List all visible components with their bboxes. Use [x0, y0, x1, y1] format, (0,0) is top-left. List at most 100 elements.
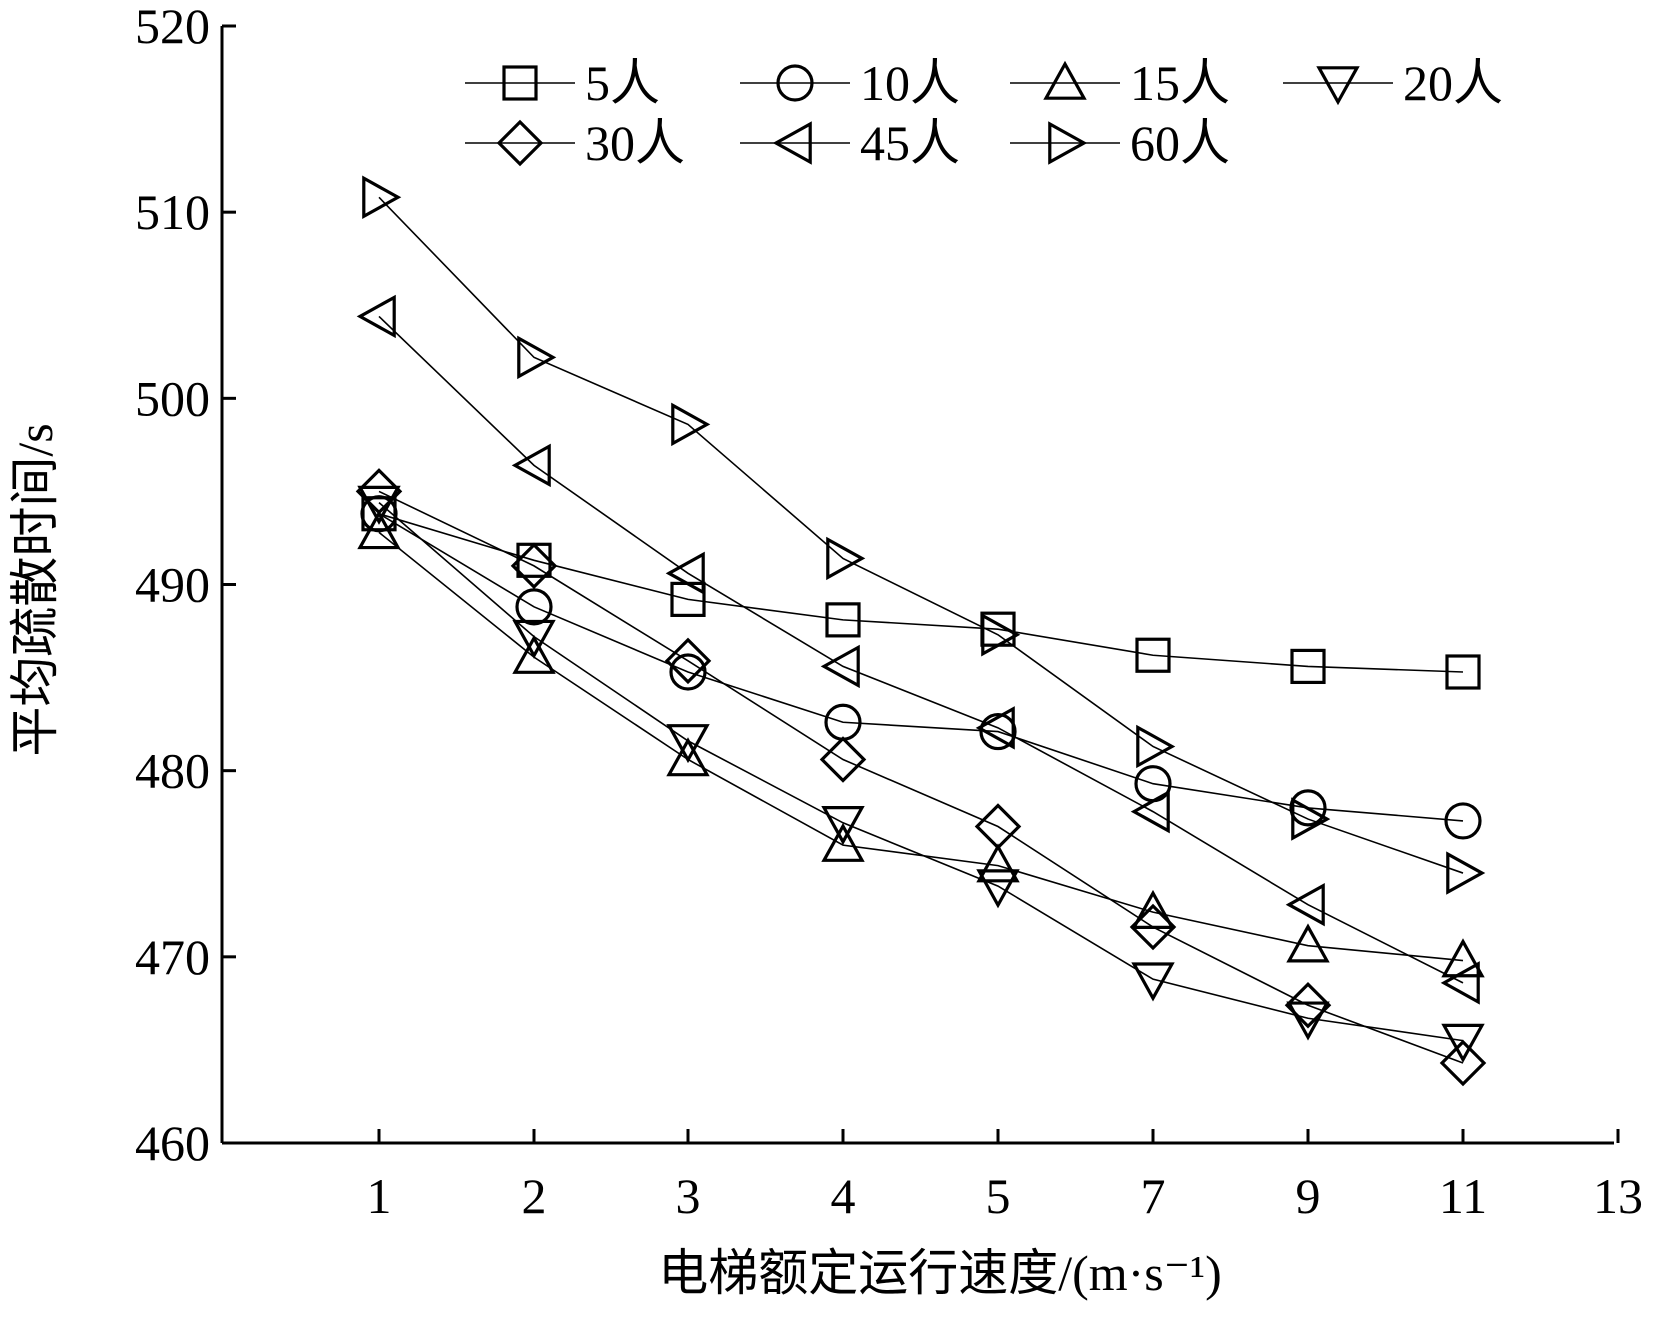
legend-marker: [1043, 60, 1087, 100]
data-point: [1136, 724, 1176, 769]
data-point: [512, 634, 556, 674]
legend-label: 45人: [860, 115, 960, 171]
data-point: [517, 335, 557, 380]
series-line: [378, 501, 1464, 1042]
x-tick-label: 7: [1141, 1168, 1166, 1224]
data-point: [819, 736, 867, 783]
y-tick-label: 460: [135, 1115, 210, 1171]
data-point: [1291, 797, 1331, 841]
data-point: [1290, 648, 1326, 685]
y-tick-label: 470: [135, 929, 210, 985]
data-point: [1441, 938, 1485, 978]
data-point: [355, 468, 403, 515]
legend-label: 5人: [585, 55, 660, 111]
data-point: [1129, 903, 1177, 951]
data-point: [1446, 851, 1486, 895]
data-point: [976, 869, 1020, 909]
x-tick-label: 11: [1439, 1168, 1487, 1224]
legend-item: 10人: [740, 55, 960, 111]
legend-label: 60人: [1130, 115, 1230, 171]
data-point: [981, 613, 1021, 657]
data-point: [820, 644, 860, 689]
series-3: [357, 510, 1485, 978]
legend-item: 15人: [1010, 55, 1230, 111]
data-point: [1285, 882, 1325, 927]
series-line: [378, 490, 1464, 1064]
legend-marker: [496, 119, 544, 167]
data-point: [360, 495, 398, 533]
legend-marker: [776, 64, 814, 102]
data-point: [512, 619, 556, 659]
data-point: [1445, 654, 1481, 690]
x-tick-label: 4: [831, 1168, 856, 1224]
data-point: [1441, 1023, 1485, 1063]
data-point: [821, 822, 865, 862]
legend-item: 60人: [1010, 115, 1230, 171]
data-point: [1286, 923, 1330, 963]
series-line: [378, 196, 1464, 874]
data-point: [671, 402, 711, 447]
legend-marker: [772, 121, 812, 165]
data-point: [821, 805, 865, 846]
data-point: [826, 536, 866, 581]
x-tick-label: 13: [1593, 1168, 1643, 1224]
legend: 5人 10人 15人 20人 30人 45人 60人: [465, 55, 1503, 171]
data-point: [515, 588, 553, 626]
data-point: [1444, 802, 1482, 840]
legend-marker: [1316, 66, 1360, 106]
series-line: [378, 531, 1464, 962]
data-point: [356, 294, 396, 339]
series-6: [356, 294, 1480, 1005]
x-tick-label: 3: [676, 1168, 701, 1224]
data-point: [1131, 889, 1175, 929]
x-tick-label: 2: [522, 1168, 547, 1224]
series-line: [378, 315, 1464, 984]
data-point: [1135, 637, 1171, 673]
data-point: [357, 510, 401, 550]
y-tick-label: 490: [135, 557, 210, 613]
series-5: [355, 468, 1487, 1087]
data-point: [511, 443, 551, 488]
data-point: [976, 843, 1020, 883]
data-point: [664, 637, 712, 685]
data-point: [974, 803, 1022, 850]
series-line: [378, 513, 1464, 822]
data-point: [510, 542, 558, 590]
series-group: [355, 175, 1487, 1087]
series-7: [362, 175, 1486, 895]
data-point: [825, 602, 861, 638]
x-tick-label: 5: [986, 1168, 1011, 1224]
legend-item: 45人: [740, 115, 960, 171]
x-tick-label: 1: [367, 1168, 392, 1224]
series-4: [357, 485, 1485, 1063]
legend-marker: [502, 65, 538, 101]
data-point: [665, 551, 705, 596]
data-point: [1289, 789, 1327, 827]
data-point: [975, 706, 1015, 750]
x-tick-label: 9: [1296, 1168, 1321, 1224]
legend-label: 30人: [585, 115, 685, 171]
data-point: [1284, 981, 1332, 1029]
y-tick-label: 520: [135, 0, 210, 54]
y-tick-label: 510: [135, 184, 210, 240]
legend-item: 5人: [465, 55, 660, 111]
data-point: [1131, 962, 1175, 1002]
data-point: [1130, 789, 1170, 834]
series-line: [378, 512, 1464, 673]
data-point: [666, 724, 710, 764]
data-point: [1440, 961, 1480, 1005]
data-point: [1439, 1039, 1487, 1087]
y-tick-label: 480: [135, 743, 210, 799]
series-2: [360, 495, 1482, 840]
y-axis-title: 平均疏散时间/s: [7, 423, 63, 756]
legend-label: 20人: [1403, 55, 1503, 111]
legend-marker: [1048, 121, 1088, 165]
data-point: [1286, 1001, 1330, 1041]
x-axis-title: 电梯额定运行速度/(m·s⁻¹): [658, 1245, 1222, 1301]
data-point: [979, 712, 1017, 751]
axes: 460 470 480 490 500 510 520 1 2 3 4 5 7 9 11 13: [135, 0, 1643, 1224]
series-1: [361, 496, 1481, 690]
legend-item: 30人: [465, 115, 685, 171]
